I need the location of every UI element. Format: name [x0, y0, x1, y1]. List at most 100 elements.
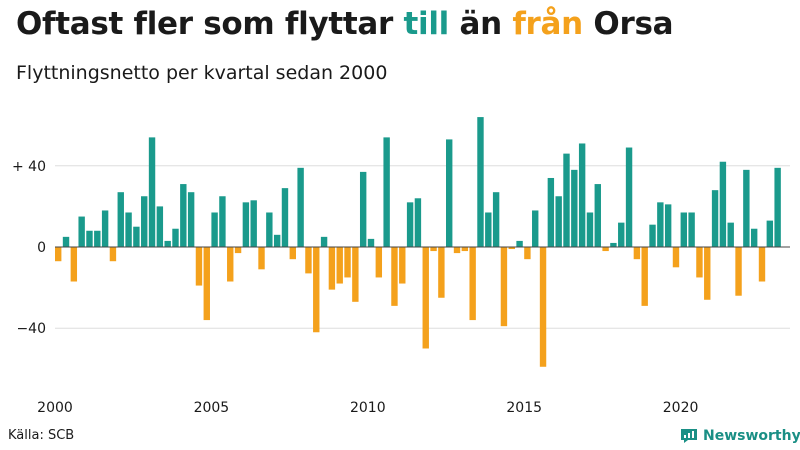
chart-title: Oftast fler som flyttar till än från Ors…	[16, 6, 674, 42]
bar	[594, 184, 601, 247]
bar	[359, 171, 367, 247]
bar	[719, 161, 727, 247]
bar	[258, 247, 265, 270]
bar	[320, 236, 328, 247]
bar	[328, 247, 336, 290]
bar	[344, 247, 351, 278]
bars	[55, 117, 781, 367]
bar	[633, 247, 641, 260]
bar	[414, 198, 422, 247]
bar	[492, 192, 500, 247]
title-fran: från	[512, 6, 583, 42]
bar	[625, 147, 633, 247]
bar	[109, 247, 117, 262]
y-tick-label: −40	[16, 321, 46, 337]
x-tick-label: 2000	[37, 400, 73, 416]
bar	[524, 247, 531, 260]
newsworthy-logo-icon	[681, 429, 697, 443]
bar	[602, 247, 609, 252]
bar	[94, 230, 101, 247]
bar	[711, 190, 719, 247]
bar	[422, 247, 429, 349]
bar	[446, 139, 453, 247]
bar	[227, 247, 234, 282]
bar	[117, 192, 124, 247]
bar	[578, 143, 586, 247]
bar	[641, 247, 648, 306]
x-tick-label: 2010	[350, 400, 386, 416]
bar	[438, 247, 445, 298]
x-axis-ticks: 2000 2005 2010 2015 2020	[37, 400, 698, 416]
bar	[547, 177, 555, 247]
bar	[516, 240, 523, 247]
bar	[266, 212, 273, 247]
bar	[70, 247, 78, 282]
bar	[62, 236, 70, 247]
bar	[234, 247, 242, 254]
bar	[180, 184, 187, 247]
bar	[688, 212, 695, 247]
bar	[172, 228, 179, 247]
bar	[532, 210, 539, 247]
bar	[55, 247, 62, 262]
bar	[539, 247, 547, 367]
bar	[477, 117, 484, 247]
bar	[141, 196, 148, 247]
bar	[406, 202, 414, 247]
bar	[203, 247, 210, 321]
bar	[297, 167, 304, 247]
bar	[430, 247, 437, 252]
bar	[148, 137, 156, 247]
bar	[680, 212, 687, 247]
bar	[555, 196, 562, 247]
bar	[485, 212, 492, 247]
bar	[743, 169, 750, 247]
y-tick-label: 0	[37, 240, 46, 256]
bar	[305, 247, 312, 274]
brand-name: Newsworthy	[703, 428, 800, 444]
bar	[375, 247, 383, 278]
source-note: Källa: SCB	[8, 428, 75, 443]
bar	[289, 247, 296, 260]
x-tick-label: 2005	[194, 400, 230, 416]
bar	[664, 204, 672, 247]
bar	[164, 240, 171, 247]
brand-logo: Newsworthy	[680, 428, 800, 444]
bar	[610, 242, 617, 247]
y-axis-ticks: + 40 0 −40	[12, 159, 46, 337]
bar	[195, 247, 203, 286]
title-part-3: Orsa	[582, 6, 674, 42]
bar	[133, 226, 140, 247]
bar	[704, 247, 711, 300]
title-part-1: Oftast fler som flyttar	[16, 6, 404, 42]
bar	[391, 247, 398, 306]
bar	[453, 247, 461, 254]
bar	[758, 247, 766, 282]
bar	[219, 196, 226, 247]
gridlines	[55, 165, 790, 329]
bar	[383, 137, 390, 247]
bar	[649, 224, 656, 247]
bar	[735, 247, 742, 296]
bar	[469, 247, 476, 321]
bar	[727, 222, 734, 247]
bar	[500, 247, 508, 327]
bar	[696, 247, 703, 278]
bar	[399, 247, 406, 284]
bar	[461, 247, 469, 252]
title-part-2: än	[448, 6, 513, 42]
bar	[352, 247, 359, 302]
bar	[281, 188, 289, 247]
chart-subtitle: Flyttningsnetto per kvartal sedan 2000	[16, 62, 388, 84]
bar	[78, 216, 85, 247]
bar	[508, 247, 515, 250]
title-till: till	[403, 6, 449, 42]
x-tick-label: 2020	[663, 400, 699, 416]
bar	[618, 222, 625, 247]
bar	[672, 247, 680, 268]
bar	[211, 212, 218, 247]
bar	[250, 200, 257, 247]
bar	[156, 206, 164, 247]
bar	[750, 228, 758, 247]
